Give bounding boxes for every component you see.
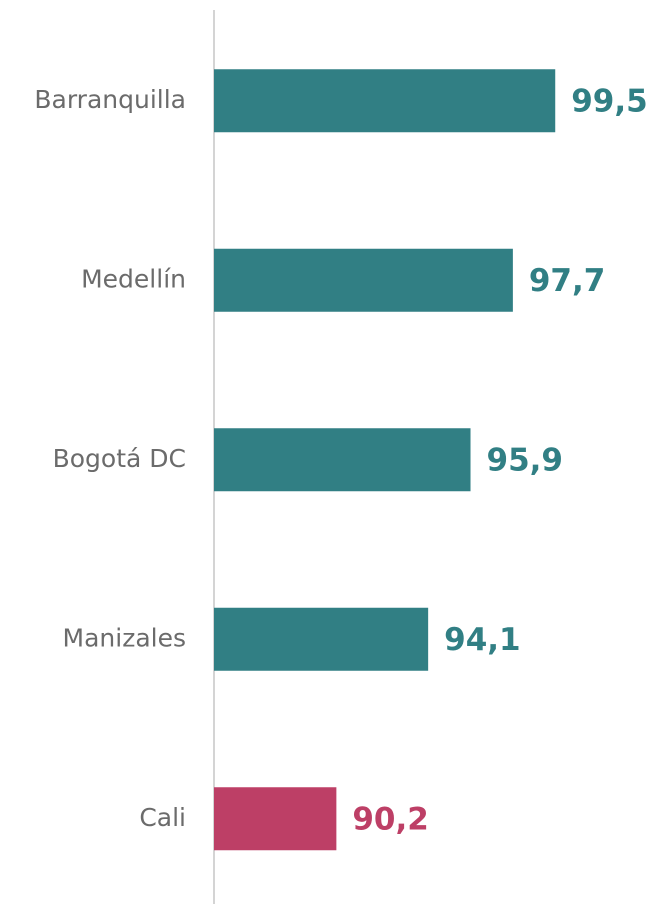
bar — [214, 428, 471, 492]
value-label: 90,2 — [352, 801, 429, 837]
value-label: 94,1 — [444, 622, 521, 658]
bar — [214, 69, 556, 133]
value-label: 99,5 — [571, 83, 648, 119]
category-label: Bogotá DC — [53, 444, 186, 473]
bar — [214, 248, 513, 312]
category-label: Medellín — [81, 264, 186, 293]
bar — [214, 787, 337, 851]
bar — [214, 607, 429, 671]
category-label: Barranquilla — [34, 85, 186, 114]
category-label: Cali — [139, 803, 186, 832]
value-label: 97,7 — [529, 263, 606, 299]
category-label: Manizales — [63, 623, 186, 652]
value-label: 95,9 — [487, 442, 563, 478]
